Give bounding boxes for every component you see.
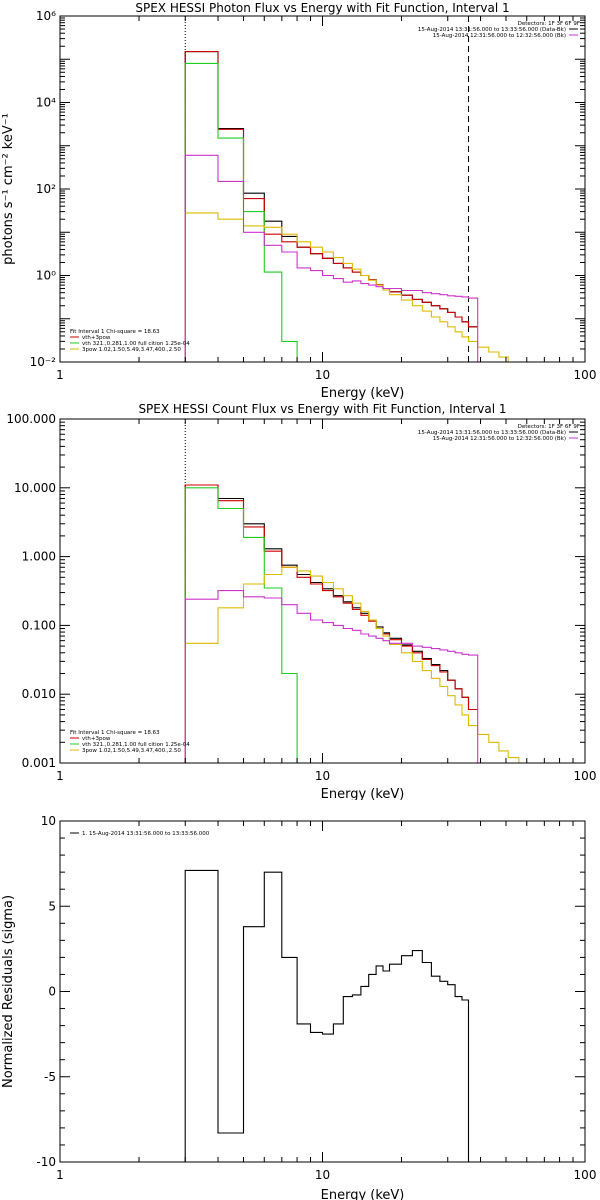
legend-entry: 1. 15-Aug-2014 13:31:56.000 to 13:33:56.… [82,831,210,837]
series-line-0 [184,869,470,1162]
legend-bottom-entry: vth 321.,0.281,1.00 full cition 1.25e-04 [82,742,190,748]
residuals-chart: 1 10 100 -10 -5 0 5 10 Energy (keV) Normalized Re… [1,814,597,1200]
legend-bottom-entry: 3pow 1.02,1.50,5.49,3.47,400.,2.50 [82,748,181,754]
series-line-1 [184,484,478,763]
x-tick-label: 1 [56,368,64,382]
legend-bottom-entry: Fit Interval 1 Chi-square = 18.63 [70,730,160,736]
y-tick-label: 10⁶ [36,9,56,23]
series-line-1 [184,51,478,362]
y-tick-label: 10.000 [14,481,56,495]
y-tick-label: 10⁻² [30,355,57,369]
legend-top-entry: 15-Aug-2014 12:31:56.000 to 12:32:56.000… [433,33,566,39]
series-line-2 [184,487,311,763]
x-axis-label: Energy (keV) [321,1188,405,1200]
x-tick-label: 100 [574,368,597,382]
y-tick-label: -10 [36,1155,56,1169]
series-line-3 [184,212,541,362]
y-tick-label: 0.100 [22,618,56,632]
series-group [184,869,470,1162]
series-line-3 [184,566,541,763]
y-axis-label: Normalized Residuals (sigma) [1,895,16,1088]
x-tick-label: 100 [574,1168,597,1182]
y-tick-label: 10 [41,814,56,828]
y-tick-label: -5 [44,1070,56,1084]
y-tick-label: 0.010 [22,687,56,701]
y-tick-label: 10² [36,182,56,196]
y-tick-label: 10⁰ [36,269,56,283]
series-line-0 [184,51,478,362]
chart-title: SPEX HESSI Count Flux vs Energy with Fit… [138,402,506,416]
legend-bottom-entry: vth+3pow [82,736,111,742]
photon-flux-chart: SPEX HESSI Photon Flux vs Energy with Fi… [1,1,597,400]
y-tick-label: 10⁴ [36,96,56,110]
y-tick-label: 0 [48,985,56,999]
series-line-4 [184,154,479,362]
y-axis-label: photons s⁻¹ cm⁻² keV⁻¹ [1,113,16,265]
series-line-2 [184,62,311,362]
y-tick-label: 0.001 [22,756,56,770]
chart-title: SPEX HESSI Photon Flux vs Energy with Fi… [135,1,509,15]
legend-bottom-entry: Fit Interval 1 Chi-square = 18.63 [70,329,160,335]
legend-bottom-entry: 3pow 1.02,1.50,5.49,3.47,400.,2.50 [82,347,181,353]
legend-top-entry: Detectors: 1F 3F 6F 9F [518,21,580,27]
series-group [184,484,541,763]
x-tick-label: 10 [315,368,330,382]
legend-top-entry: 15-Aug-2014 13:31:56.000 to 13:33:56.000… [418,430,566,436]
x-axis-label: Energy (keV) [321,386,405,400]
series-line-0 [184,484,478,763]
x-tick-label: 100 [574,769,597,783]
x-tick-label: 1 [56,769,64,783]
legend-bottom-entry: vth+3pow [82,335,111,341]
series-group [184,51,541,362]
legend-top-entry: Detectors: 1F 3F 6F 9F [518,424,580,430]
legend-top-entry: 15-Aug-2014 12:31:56.000 to 12:32:56.000… [433,436,566,442]
plot-frame [59,15,586,363]
x-tick-label: 10 [315,1168,330,1182]
y-tick-label: 5 [48,899,56,913]
x-tick-label: 10 [315,769,330,783]
series-line-4 [184,590,479,763]
y-tick-label: 100.000 [6,412,56,426]
x-tick-label: 1 [56,1168,64,1182]
plot-frame [59,820,586,1163]
x-axis-label: Energy (keV) [321,787,405,800]
y-tick-label: 1.000 [22,550,56,564]
count-flux-chart: SPEX HESSI Count Flux vs Energy with Fit… [6,402,597,800]
legend-bottom-entry: vth 321.,0.281,1.00 full cition 1.25e-04 [82,341,190,347]
legend-top-entry: 15-Aug-2014 13:31:56.000 to 13:33:56.000… [418,27,566,33]
